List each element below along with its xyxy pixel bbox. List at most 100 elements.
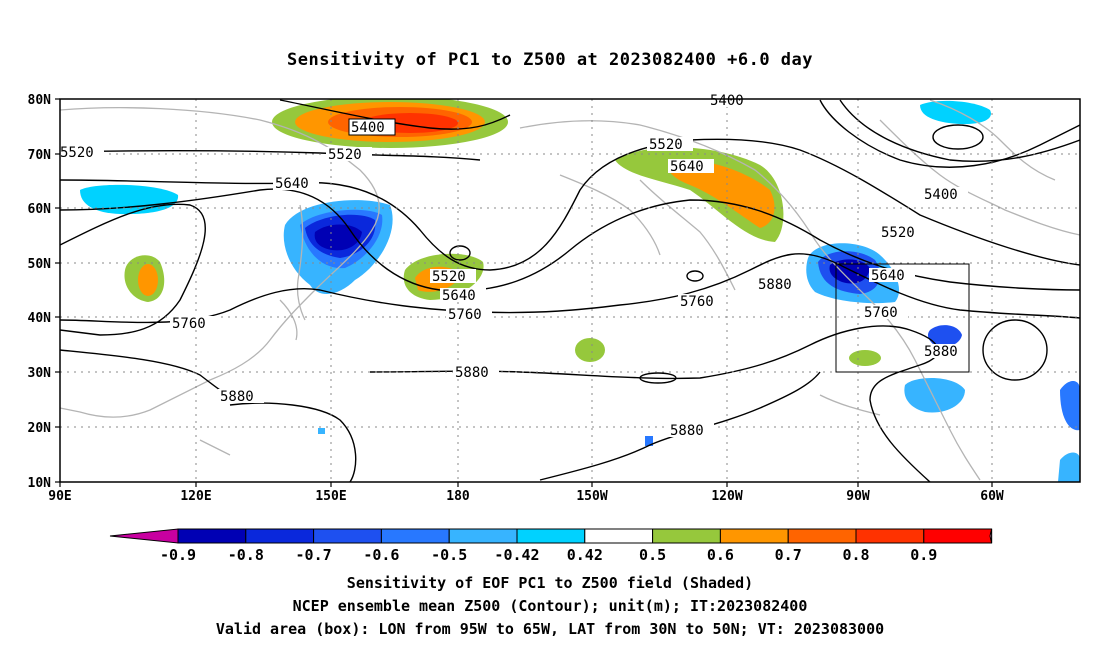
contour-label: 5400: [348, 118, 396, 136]
svg-text:5760: 5760: [172, 316, 206, 332]
colorbar-tick-label: -0.42: [494, 546, 539, 564]
lon-label: 150W: [576, 489, 607, 504]
svg-text:5760: 5760: [680, 294, 714, 310]
colorbar-swatch: [787, 528, 857, 544]
svg-text:5880: 5880: [220, 389, 254, 405]
contour-label: 5640: [668, 159, 714, 175]
svg-text:5520: 5520: [649, 137, 683, 153]
colorbar-tick-label: 0.6: [707, 546, 734, 564]
positive-anomaly: [849, 350, 881, 366]
svg-text:5640: 5640: [275, 176, 309, 192]
lon-label: 120W: [711, 489, 742, 504]
contour-label: 5520: [647, 137, 693, 153]
negative-anomaly: [927, 325, 962, 348]
contour-label: 5520: [326, 147, 372, 163]
contour-label: 5880: [668, 423, 714, 439]
svg-text:5880: 5880: [924, 344, 958, 360]
lon-label: 90W: [846, 489, 870, 504]
latitude-labels: 80N 70N 60N 50N 40N 30N 20N 10N: [28, 93, 52, 491]
colorbar-arrow-min: [109, 528, 179, 544]
colorbar-swatch: [652, 528, 721, 544]
colorbar-swatch: [245, 528, 315, 544]
lat-label: 70N: [28, 148, 52, 163]
colorbar-tick-label: -0.6: [363, 546, 399, 564]
caption-shaded: Sensitivity of EOF PC1 to Z500 field (Sh…: [346, 574, 754, 592]
colorbar-arrow-max: [989, 528, 993, 544]
negative-anomaly: [904, 378, 965, 413]
svg-text:5520: 5520: [881, 225, 915, 241]
contour-label: 5520: [58, 145, 104, 161]
map-title: Sensitivity of PC1 to Z500 at 2023082400…: [286, 50, 813, 70]
colorbar-tick-label: 0.5: [639, 546, 666, 564]
svg-text:5880: 5880: [758, 277, 792, 293]
colorbar-swatch: [516, 528, 586, 544]
contour-label: 5880: [218, 389, 264, 405]
contour-labels: 5400 5400 5400 5520 5520 5520 5520 5520: [58, 93, 968, 439]
gridlines: [60, 99, 1080, 482]
svg-text:5520: 5520: [432, 269, 466, 285]
contour-label: 5760: [678, 294, 724, 310]
colorbar-swatch: [313, 528, 382, 544]
colorbar-swatch: [584, 528, 654, 544]
contour-label: 5880: [756, 277, 802, 293]
lon-label: 120E: [180, 489, 211, 504]
contour-label: 5640: [869, 268, 915, 284]
caption-valid-area: Valid area (box): LON from 95W to 65W, L…: [215, 620, 885, 638]
svg-text:5640: 5640: [442, 288, 476, 304]
contour-label: 5640: [273, 176, 319, 192]
svg-text:5400: 5400: [924, 187, 958, 203]
positive-anomaly: [615, 147, 784, 242]
negative-anomaly: [920, 100, 991, 125]
svg-text:5520: 5520: [60, 145, 94, 161]
contour-label: 5760: [862, 305, 908, 321]
lon-label: 90E: [48, 489, 71, 504]
contour-label: 5760: [170, 316, 216, 332]
svg-text:5880: 5880: [455, 365, 489, 381]
svg-text:5640: 5640: [871, 268, 905, 284]
lat-label: 10N: [28, 476, 52, 491]
positive-anomaly: [575, 338, 605, 362]
lat-label: 60N: [28, 202, 52, 217]
contour-label: 5400: [708, 93, 754, 109]
map-frame: [59, 98, 1081, 483]
lon-label: 150E: [315, 489, 346, 504]
colorbar-tick-label: -0.8: [228, 546, 264, 564]
coastlines: [60, 99, 1080, 481]
colorbar-swatch: [380, 528, 450, 544]
negative-anomaly: [1058, 452, 1080, 482]
colorbar-swatch: [719, 528, 789, 544]
colorbar-tick-label: 0.8: [842, 546, 869, 564]
lon-label: 60W: [980, 489, 1004, 504]
svg-text:5640: 5640: [670, 159, 704, 175]
svg-text:5760: 5760: [864, 305, 898, 321]
lat-label: 30N: [28, 366, 52, 381]
colorbar-swatch: [448, 528, 518, 544]
colorbar-tick-label: 0.42: [567, 546, 603, 564]
svg-text:5400: 5400: [351, 120, 385, 136]
lon-label: 180: [446, 489, 470, 504]
colorbar-tick-label: -0.5: [431, 546, 467, 564]
lat-label: 80N: [28, 93, 52, 108]
colorbar: -0.9 -0.8 -0.7 -0.6 -0.5 -0.42 0.42 0.5 0.6 0.7 0.…: [109, 528, 993, 564]
contour-label: 5520: [430, 269, 476, 285]
contour-label: 5400: [922, 187, 968, 203]
z500-contours: [60, 99, 1080, 482]
lat-label: 50N: [28, 257, 52, 272]
caption-contour: NCEP ensemble mean Z500 (Contour); unit(…: [292, 597, 808, 615]
contour-label: 5640: [440, 288, 486, 304]
svg-text:5400: 5400: [710, 93, 744, 109]
colorbar-swatch: [923, 528, 993, 544]
svg-text:5760: 5760: [448, 307, 482, 323]
contour-label: 5880: [922, 344, 968, 360]
contour-label: 5760: [446, 307, 492, 323]
lat-label: 40N: [28, 311, 52, 326]
colorbar-tick-label: 0.9: [910, 546, 937, 564]
tick-marks: [55, 98, 993, 487]
colorbar-tick-label: -0.9: [160, 546, 196, 564]
negative-anomaly: [1060, 381, 1080, 431]
longitude-labels: 90E 120E 150E 180 150W 120W 90W 60W: [48, 489, 1004, 504]
colorbar-swatch: [177, 528, 247, 544]
contour-label: 5520: [879, 225, 925, 241]
colorbar-swatch: [855, 528, 925, 544]
